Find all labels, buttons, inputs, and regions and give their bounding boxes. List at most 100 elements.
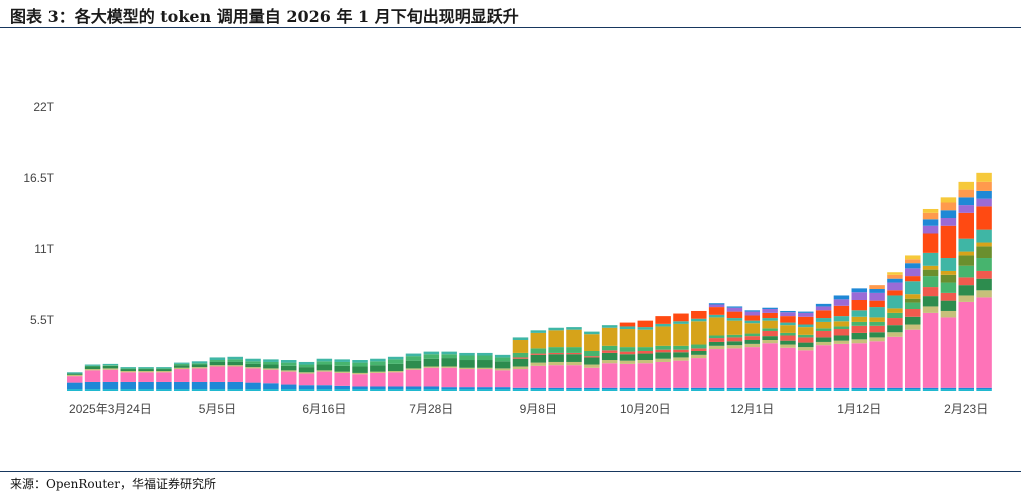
bar-segment — [708, 307, 725, 315]
bar-segment — [173, 362, 190, 364]
bar-segment — [512, 340, 529, 353]
bar-segment — [441, 389, 457, 391]
bar-segment — [84, 369, 101, 371]
bar-segment — [227, 356, 243, 360]
bar-segment — [958, 251, 974, 256]
bar-segment — [851, 299, 868, 311]
bar-segment — [815, 337, 832, 342]
bar-segment — [744, 343, 761, 348]
bar-segment — [869, 300, 885, 308]
bar-segment — [619, 347, 636, 352]
bar-segment — [138, 370, 154, 373]
bar-segment — [584, 364, 600, 368]
bar-segment — [352, 362, 368, 367]
bar-segment — [833, 326, 850, 330]
bar-segment — [673, 357, 689, 361]
bar-segment — [780, 312, 796, 317]
x-tick-label: 5月5日 — [199, 402, 236, 416]
bar-segment — [905, 302, 921, 310]
bar-segment — [780, 316, 796, 323]
bar-segment — [744, 347, 761, 388]
bar-segment — [762, 340, 778, 344]
bar-segment — [120, 369, 136, 371]
bar-segment — [548, 365, 564, 388]
bar-segment — [512, 358, 529, 367]
bar-segment — [280, 389, 297, 391]
bar-segment — [976, 278, 992, 291]
bar-segment — [352, 372, 368, 375]
bar-segment — [584, 367, 600, 388]
bar-segment — [851, 332, 868, 340]
bar-segment — [316, 358, 333, 362]
bar-segment — [387, 372, 404, 387]
bar-segment — [905, 276, 921, 282]
bar-segment — [84, 389, 101, 391]
bar-segment — [708, 335, 725, 339]
bar-segment — [691, 387, 707, 390]
bar-segment — [316, 389, 333, 391]
bar-segment — [869, 292, 885, 301]
bar-segment — [209, 381, 226, 390]
bar-segment — [334, 361, 350, 366]
bar-segment — [584, 334, 600, 351]
bar-segment — [280, 371, 297, 385]
bar-segment — [280, 360, 297, 363]
bar-segment — [138, 381, 154, 390]
bar-segment — [601, 325, 618, 328]
bar-segment — [744, 311, 761, 316]
bar-segment — [958, 197, 974, 206]
bar-segment — [726, 307, 743, 312]
bar-segment — [405, 389, 422, 391]
bar-segment — [227, 381, 243, 390]
bar-segment — [815, 321, 832, 329]
bar-segment — [209, 361, 226, 366]
bar-segment — [673, 323, 689, 346]
bar-segment — [869, 317, 885, 322]
bar-segment — [691, 358, 707, 388]
bar-segment — [191, 389, 208, 391]
bar-segment — [67, 376, 83, 383]
bar-segment — [84, 365, 101, 367]
bar-segment — [548, 352, 564, 355]
bar-segment — [922, 312, 939, 388]
bar-segment — [726, 387, 743, 390]
bar-segment — [780, 389, 796, 391]
bar-segment — [833, 305, 850, 317]
bar-segment — [780, 335, 796, 341]
bar-segment — [352, 389, 368, 391]
bar-segment — [833, 299, 850, 306]
bar-segment — [637, 327, 654, 330]
bar-segment — [102, 365, 119, 369]
bar-segment — [102, 363, 119, 366]
bar-segment — [67, 373, 83, 375]
bar-segment — [940, 282, 957, 293]
bar-segment — [370, 372, 386, 387]
bar-segment — [316, 370, 333, 372]
bar-segment — [619, 387, 636, 390]
bar-segment — [762, 320, 778, 329]
bar-segment — [619, 351, 636, 355]
bar-segment — [780, 332, 796, 336]
bar-segment — [566, 352, 582, 355]
bar-segment — [387, 386, 404, 390]
bar-segment — [316, 361, 333, 365]
bar-segment — [708, 314, 725, 318]
bar-segment — [869, 325, 885, 333]
bar-segment — [869, 289, 885, 293]
bar-segment — [227, 389, 243, 391]
bar-segment — [405, 356, 422, 361]
bar-segment — [691, 350, 707, 355]
bar-segment — [584, 356, 600, 358]
bar-segment — [459, 387, 475, 390]
bar-segment — [691, 310, 707, 319]
bar-segment — [673, 321, 689, 324]
bar-segment — [691, 389, 707, 391]
bar-segment — [120, 381, 136, 390]
bar-segment — [851, 292, 868, 300]
bar-segment — [84, 364, 101, 366]
bar-segment — [67, 389, 83, 391]
bar-segment — [762, 389, 778, 391]
bar-segment — [477, 352, 493, 356]
bar-segment — [477, 360, 493, 368]
bar-segment — [976, 190, 992, 199]
